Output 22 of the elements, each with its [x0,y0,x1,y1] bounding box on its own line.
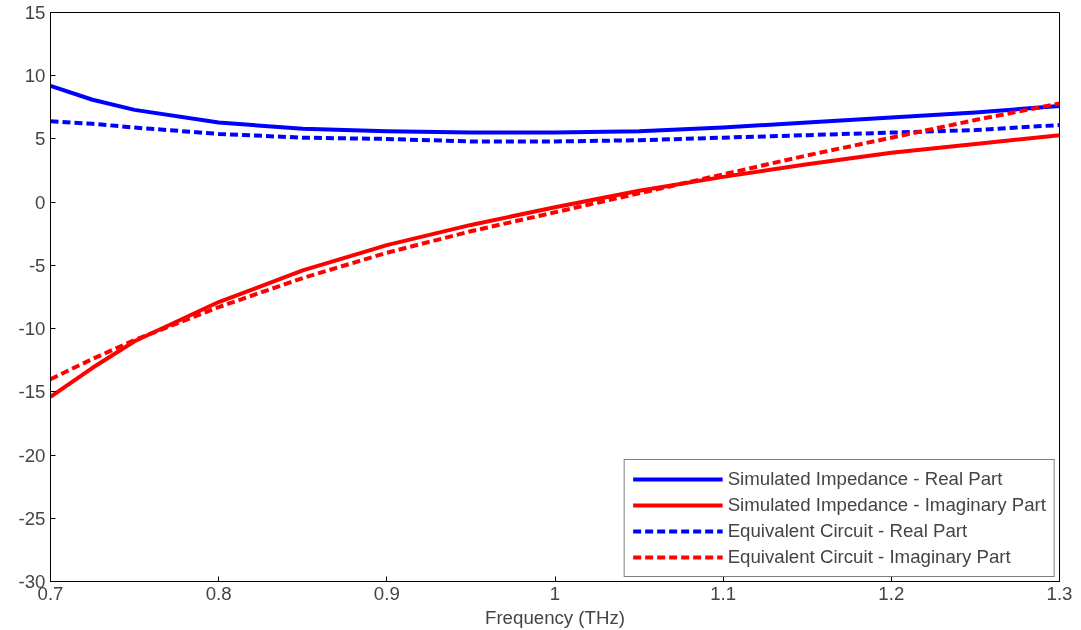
y-tick-label: 10 [24,65,46,87]
x-axis-title: Frequency (THz) [485,606,625,628]
x-tick-label: 1.1 [710,582,737,604]
x-tick-label: 1 [549,582,561,604]
y-tick-label: -20 [18,444,46,466]
y-tick-label: -15 [18,381,46,403]
legend-label: Equivalent Circuit - Real Part [727,520,968,542]
x-tick-label: 1.3 [1046,582,1073,604]
legend-label: Simulated Impedance - Imaginary Part [727,494,1046,516]
y-tick-label: 5 [35,128,46,150]
y-tick-label: -5 [28,254,46,276]
x-tick-label: 1.2 [878,582,905,604]
legend-label: Simulated Impedance - Real Part [727,468,1003,490]
x-tick-label: 0.9 [373,582,400,604]
line-series [50,119,1060,144]
y-tick-label: -10 [18,318,46,340]
y-tick-label: 15 [24,2,46,23]
legend-label: Equivalent Circuit - Imaginary Part [727,546,1011,568]
y-tick-label: 0 [35,191,46,213]
line-series [50,83,1060,135]
x-tick-label: 0.8 [205,582,232,604]
y-tick-label: -25 [18,507,46,529]
